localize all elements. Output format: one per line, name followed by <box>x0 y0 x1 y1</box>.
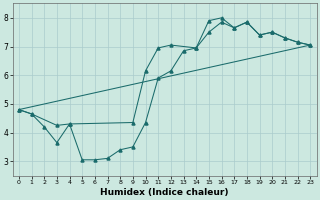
X-axis label: Humidex (Indice chaleur): Humidex (Indice chaleur) <box>100 188 229 197</box>
